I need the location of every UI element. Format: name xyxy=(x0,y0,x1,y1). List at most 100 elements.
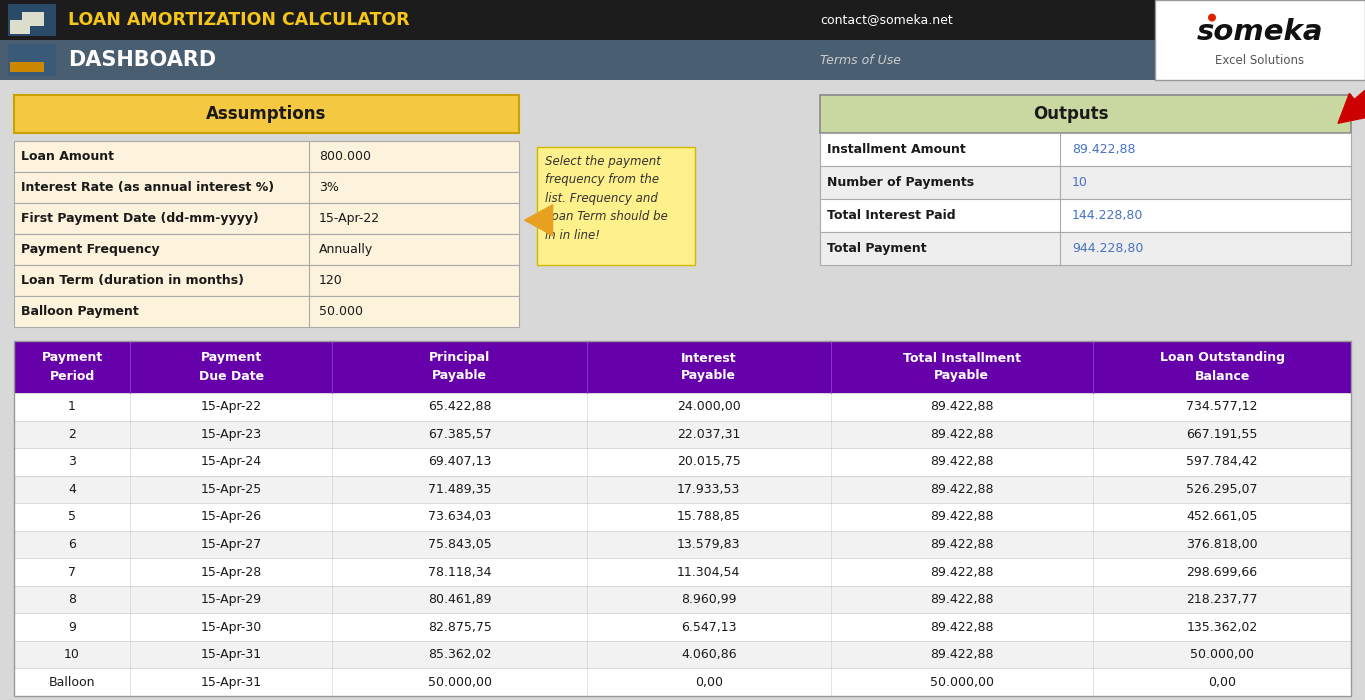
Text: Due Date: Due Date xyxy=(199,370,263,382)
Bar xyxy=(14,503,1351,531)
Text: 50.000,00: 50.000,00 xyxy=(1190,648,1254,662)
Bar xyxy=(14,341,1351,393)
Text: 13.579,83: 13.579,83 xyxy=(677,538,740,551)
Text: 944.228,80: 944.228,80 xyxy=(1072,242,1144,255)
Text: 597.784,42: 597.784,42 xyxy=(1186,456,1257,468)
Text: 452.661,05: 452.661,05 xyxy=(1186,510,1257,524)
Bar xyxy=(14,586,1351,613)
Text: 89.422,88: 89.422,88 xyxy=(930,538,994,551)
Bar xyxy=(14,475,1351,503)
Text: 78.118,34: 78.118,34 xyxy=(427,566,491,578)
Text: 50.000: 50.000 xyxy=(319,305,363,318)
Text: Outputs: Outputs xyxy=(1033,105,1108,123)
FancyArrowPatch shape xyxy=(524,205,553,235)
Text: Balloon: Balloon xyxy=(49,676,96,689)
Text: 20.015,75: 20.015,75 xyxy=(677,456,741,468)
Text: 15.788,85: 15.788,85 xyxy=(677,510,741,524)
Bar xyxy=(1155,0,1365,80)
Text: 65.422,88: 65.422,88 xyxy=(427,400,491,413)
Text: 71.489,35: 71.489,35 xyxy=(427,483,491,496)
Text: 89.422,88: 89.422,88 xyxy=(930,566,994,578)
Bar xyxy=(14,668,1351,696)
Bar xyxy=(820,166,1351,199)
Text: 24.000,00: 24.000,00 xyxy=(677,400,741,413)
Text: Terms of Use: Terms of Use xyxy=(820,53,901,66)
Bar xyxy=(14,613,1351,641)
Text: 22.037,31: 22.037,31 xyxy=(677,428,740,441)
Text: 89.422,88: 89.422,88 xyxy=(1072,143,1136,156)
Text: 298.699,66: 298.699,66 xyxy=(1186,566,1257,578)
Bar xyxy=(14,296,519,327)
Bar xyxy=(820,199,1351,232)
Text: 82.875,75: 82.875,75 xyxy=(427,621,491,634)
Text: 15-Apr-26: 15-Apr-26 xyxy=(201,510,262,524)
Bar xyxy=(14,234,519,265)
Text: 89.422,88: 89.422,88 xyxy=(930,621,994,634)
Bar xyxy=(820,95,1351,133)
Text: Payment: Payment xyxy=(201,351,262,365)
Text: 69.407,13: 69.407,13 xyxy=(429,456,491,468)
Bar xyxy=(22,12,44,26)
Text: 15-Apr-31: 15-Apr-31 xyxy=(201,648,262,662)
Bar xyxy=(14,448,1351,475)
Text: someka: someka xyxy=(1197,18,1323,46)
Text: 0,00: 0,00 xyxy=(1208,676,1237,689)
Text: 8.960,99: 8.960,99 xyxy=(681,593,737,606)
Text: Installment Amount: Installment Amount xyxy=(827,143,966,156)
Text: 50.000,00: 50.000,00 xyxy=(930,676,994,689)
Bar xyxy=(14,421,1351,448)
Text: 4.060,86: 4.060,86 xyxy=(681,648,737,662)
Text: Excel Solutions: Excel Solutions xyxy=(1215,53,1305,66)
Text: 15-Apr-22: 15-Apr-22 xyxy=(319,212,379,225)
Bar xyxy=(14,341,1351,696)
Text: Select the payment
frequency from the
list. Frequency and
Loan Term should be
in: Select the payment frequency from the li… xyxy=(545,155,667,242)
Circle shape xyxy=(1208,13,1216,22)
Text: Total Installment: Total Installment xyxy=(902,351,1021,365)
Text: 50.000,00: 50.000,00 xyxy=(427,676,491,689)
Text: 800.000: 800.000 xyxy=(319,150,371,163)
Text: Payable: Payable xyxy=(433,370,487,382)
Bar xyxy=(14,203,519,234)
Text: 9: 9 xyxy=(68,621,76,634)
Text: 120: 120 xyxy=(319,274,343,287)
Text: 6: 6 xyxy=(68,538,76,551)
Text: Assumptions: Assumptions xyxy=(206,105,326,123)
Text: 15-Apr-27: 15-Apr-27 xyxy=(201,538,262,551)
Bar xyxy=(10,62,44,72)
Text: Loan Outstanding: Loan Outstanding xyxy=(1160,351,1284,365)
Text: 89.422,88: 89.422,88 xyxy=(930,456,994,468)
Text: 15-Apr-22: 15-Apr-22 xyxy=(201,400,262,413)
Text: 3%: 3% xyxy=(319,181,339,194)
Text: Payable: Payable xyxy=(934,370,990,382)
Bar xyxy=(536,147,695,265)
Text: 376.818,00: 376.818,00 xyxy=(1186,538,1259,551)
Text: Number of Payments: Number of Payments xyxy=(827,176,975,189)
Text: 7: 7 xyxy=(68,566,76,578)
Text: 218.237,77: 218.237,77 xyxy=(1186,593,1257,606)
Text: 89.422,88: 89.422,88 xyxy=(930,400,994,413)
Text: Total Interest Paid: Total Interest Paid xyxy=(827,209,955,222)
Text: 15-Apr-23: 15-Apr-23 xyxy=(201,428,262,441)
Bar xyxy=(10,20,30,34)
Text: 144.228,80: 144.228,80 xyxy=(1072,209,1144,222)
Text: 89.422,88: 89.422,88 xyxy=(930,483,994,496)
Text: 6.547,13: 6.547,13 xyxy=(681,621,737,634)
Bar xyxy=(14,265,519,296)
Text: 8: 8 xyxy=(68,593,76,606)
Text: 15-Apr-28: 15-Apr-28 xyxy=(201,566,262,578)
Bar xyxy=(0,0,1365,40)
Text: 15-Apr-31: 15-Apr-31 xyxy=(201,676,262,689)
Text: 10: 10 xyxy=(64,648,81,662)
Bar xyxy=(14,531,1351,559)
Text: Period: Period xyxy=(49,370,94,382)
Text: Payment Frequency: Payment Frequency xyxy=(20,243,160,256)
Text: 1: 1 xyxy=(68,400,76,413)
Text: 15-Apr-30: 15-Apr-30 xyxy=(201,621,262,634)
Text: 89.422,88: 89.422,88 xyxy=(930,648,994,662)
FancyArrowPatch shape xyxy=(1338,76,1365,123)
Text: Balloon Payment: Balloon Payment xyxy=(20,305,139,318)
Text: 15-Apr-29: 15-Apr-29 xyxy=(201,593,262,606)
Text: 5: 5 xyxy=(68,510,76,524)
Text: LOAN AMORTIZATION CALCULATOR: LOAN AMORTIZATION CALCULATOR xyxy=(68,11,410,29)
Text: 10: 10 xyxy=(1072,176,1088,189)
